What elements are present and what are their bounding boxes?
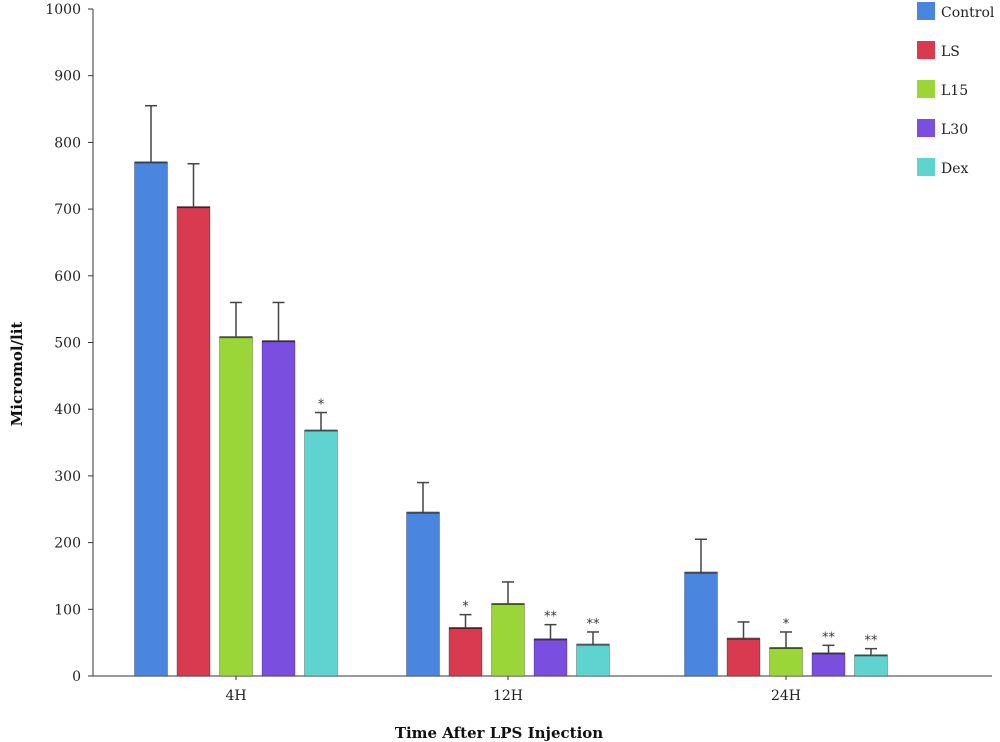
bar (533, 638, 568, 677)
significance-marker: ** (587, 617, 601, 632)
legend-label: Control (941, 5, 995, 21)
bar-group-item: ** (854, 634, 888, 677)
significance-marker: ** (822, 630, 836, 645)
y-axis: 0 100 200 300 400 500 600 700 800 900 1000 (45, 2, 94, 685)
y-tick-label: 800 (54, 135, 81, 151)
bar (176, 206, 211, 677)
bar (854, 654, 888, 677)
bar (406, 512, 440, 677)
bars: **** ** *** ** (134, 104, 888, 677)
y-tick-label: 400 (54, 402, 81, 418)
y-tick-label: 1000 (45, 2, 81, 18)
y-tick-label: 500 (54, 336, 81, 352)
y-tick-label: 100 (54, 602, 81, 618)
legend-swatch (917, 41, 935, 59)
bar-group-item (261, 301, 296, 677)
y-tick-label: 300 (54, 469, 81, 485)
bar (684, 572, 718, 677)
bar-group-item: * (769, 617, 803, 677)
bar (261, 340, 296, 677)
legend-swatch (917, 80, 935, 98)
significance-marker: * (462, 600, 469, 615)
bar-group-item (219, 301, 253, 677)
x-tick-label: 12H (493, 688, 523, 704)
significance-marker: * (318, 398, 325, 413)
legend-label: Dex (941, 161, 969, 177)
bar (448, 627, 483, 677)
y-tick-label: 0 (72, 669, 81, 685)
x-axis-title: Time After LPS Injection (395, 724, 603, 742)
y-tick-label: 600 (54, 269, 81, 285)
bar (769, 647, 803, 677)
legend-label: LS (941, 44, 960, 60)
bar-group-item (491, 581, 525, 677)
bar (576, 644, 610, 677)
legend-swatch (917, 2, 935, 20)
legend-label: L15 (941, 83, 968, 99)
bar-group-item (726, 621, 761, 677)
y-tick-label: 900 (54, 69, 81, 85)
bar (811, 652, 846, 677)
bar (219, 336, 253, 677)
bar (134, 161, 168, 677)
legend-swatch (917, 119, 935, 137)
bar (491, 603, 525, 677)
bar-group-item (684, 538, 718, 677)
x-axis: 4H 12H 24H (93, 675, 992, 704)
legend-swatch (917, 158, 935, 176)
bar (726, 638, 761, 677)
bar-group-item (176, 162, 211, 677)
legend-label: L30 (941, 122, 968, 138)
bar-group-item: ** (533, 610, 568, 677)
significance-marker: ** (865, 634, 879, 649)
bar-group-item (134, 104, 168, 677)
bar-group-item: ** (811, 630, 846, 677)
y-tick-label: 200 (54, 536, 81, 552)
x-tick-label: 24H (771, 688, 801, 704)
bar-group-item (406, 481, 440, 677)
significance-marker: * (783, 617, 790, 632)
x-tick-label: 4H (225, 688, 246, 704)
bar-group-item: * (304, 398, 338, 677)
legend: Control LS L15 L30 Dex (917, 2, 995, 177)
bar (304, 430, 338, 677)
bar-group-item: * (448, 600, 483, 677)
y-tick-label: 700 (54, 202, 81, 218)
bar-group-item: ** (576, 617, 610, 677)
significance-marker: ** (544, 610, 558, 625)
y-axis-title: Micromol/lit (8, 322, 26, 427)
